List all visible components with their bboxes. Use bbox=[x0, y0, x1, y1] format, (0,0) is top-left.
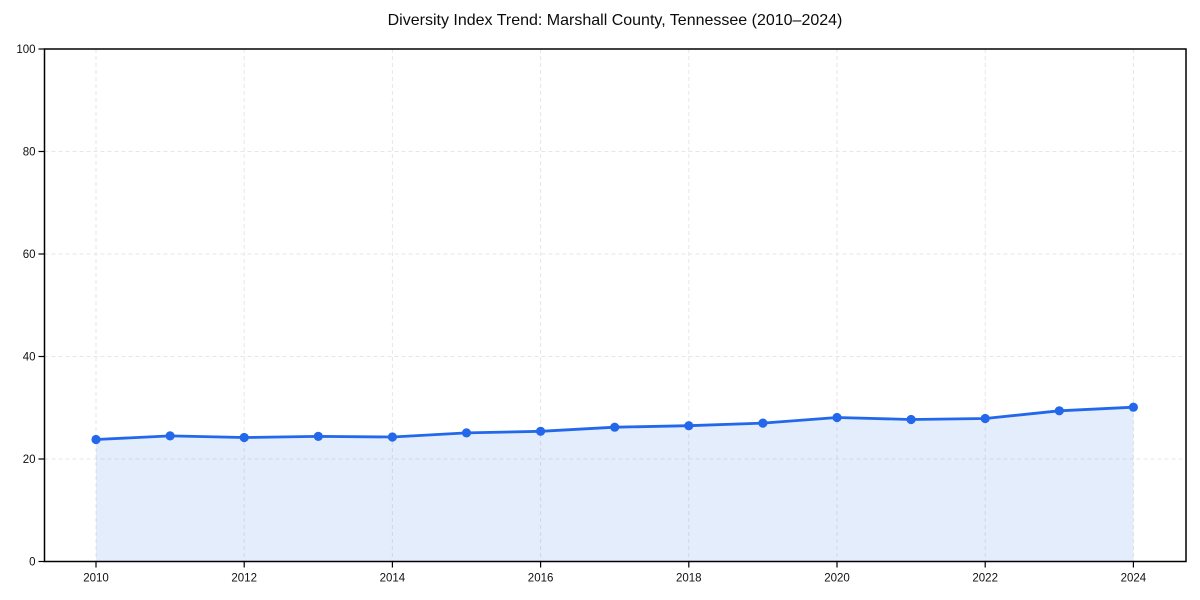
data-point bbox=[1054, 406, 1064, 416]
x-tick-label: 2016 bbox=[528, 573, 554, 585]
y-tick-label: 20 bbox=[23, 454, 36, 466]
plot-border bbox=[43, 48, 1187, 563]
y-tick-label: 40 bbox=[23, 352, 36, 364]
y-tick-label: 0 bbox=[29, 557, 35, 569]
data-point bbox=[832, 412, 842, 423]
chart-title: Diversity Index Trend: Marshall County, … bbox=[387, 12, 843, 29]
data-point bbox=[684, 421, 694, 431]
data-point bbox=[165, 431, 175, 441]
y-tick-label: 100 bbox=[16, 44, 35, 56]
data-point bbox=[980, 413, 990, 424]
data-point bbox=[461, 428, 472, 438]
data-point bbox=[239, 432, 249, 443]
data-point bbox=[610, 422, 620, 432]
data-point bbox=[536, 426, 546, 436]
data-point bbox=[313, 431, 323, 441]
x-tick-label: 2018 bbox=[676, 573, 702, 585]
data-point bbox=[1128, 402, 1138, 412]
data-point bbox=[906, 414, 916, 425]
x-tick-label: 2022 bbox=[972, 573, 998, 585]
y-tick-label: 60 bbox=[23, 249, 36, 261]
x-tick-label: 2012 bbox=[231, 573, 257, 585]
x-tick-label: 2014 bbox=[380, 573, 406, 585]
data-point bbox=[387, 432, 397, 442]
y-tick-label: 80 bbox=[23, 147, 36, 159]
data-point bbox=[758, 418, 768, 428]
x-tick-label: 2020 bbox=[824, 573, 850, 585]
data-point bbox=[91, 434, 101, 445]
x-tick-label: 2010 bbox=[83, 573, 109, 585]
x-tick-label: 2024 bbox=[1121, 573, 1147, 585]
area-fill bbox=[96, 407, 1134, 562]
